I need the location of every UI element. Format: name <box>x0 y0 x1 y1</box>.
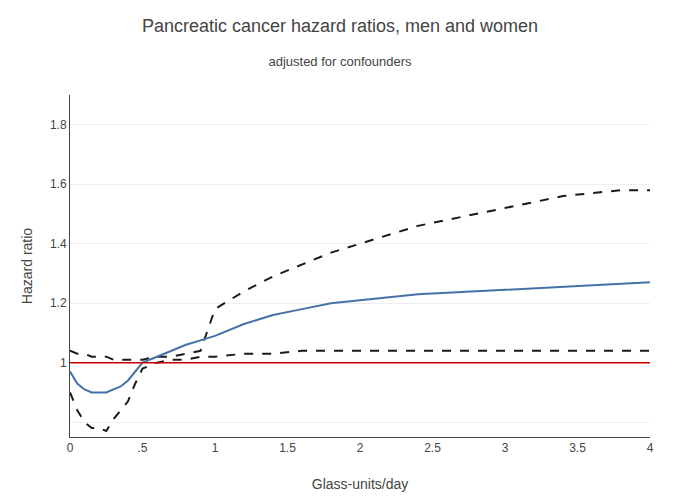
svg-text:0: 0 <box>67 441 74 455</box>
svg-text:1.4: 1.4 <box>50 237 67 251</box>
svg-text:Glass-units/day: Glass-units/day <box>312 476 408 492</box>
svg-text:3.5: 3.5 <box>569 441 586 455</box>
svg-text:adjusted for confounders: adjusted for confounders <box>268 54 412 69</box>
svg-text:1.2: 1.2 <box>50 296 67 310</box>
svg-text:.5: .5 <box>137 441 147 455</box>
svg-text:4: 4 <box>647 441 654 455</box>
svg-text:1.8: 1.8 <box>50 118 67 132</box>
svg-text:1: 1 <box>212 441 219 455</box>
svg-text:1: 1 <box>60 356 67 370</box>
svg-text:Pancreatic cancer hazard ratio: Pancreatic cancer hazard ratios, men and… <box>142 16 538 36</box>
svg-text:2: 2 <box>357 441 364 455</box>
svg-text:2.5: 2.5 <box>424 441 441 455</box>
svg-text:Hazard ratio: Hazard ratio <box>19 228 35 304</box>
svg-text:3: 3 <box>502 441 509 455</box>
svg-text:1.6: 1.6 <box>50 177 67 191</box>
svg-text:1.5: 1.5 <box>279 441 296 455</box>
